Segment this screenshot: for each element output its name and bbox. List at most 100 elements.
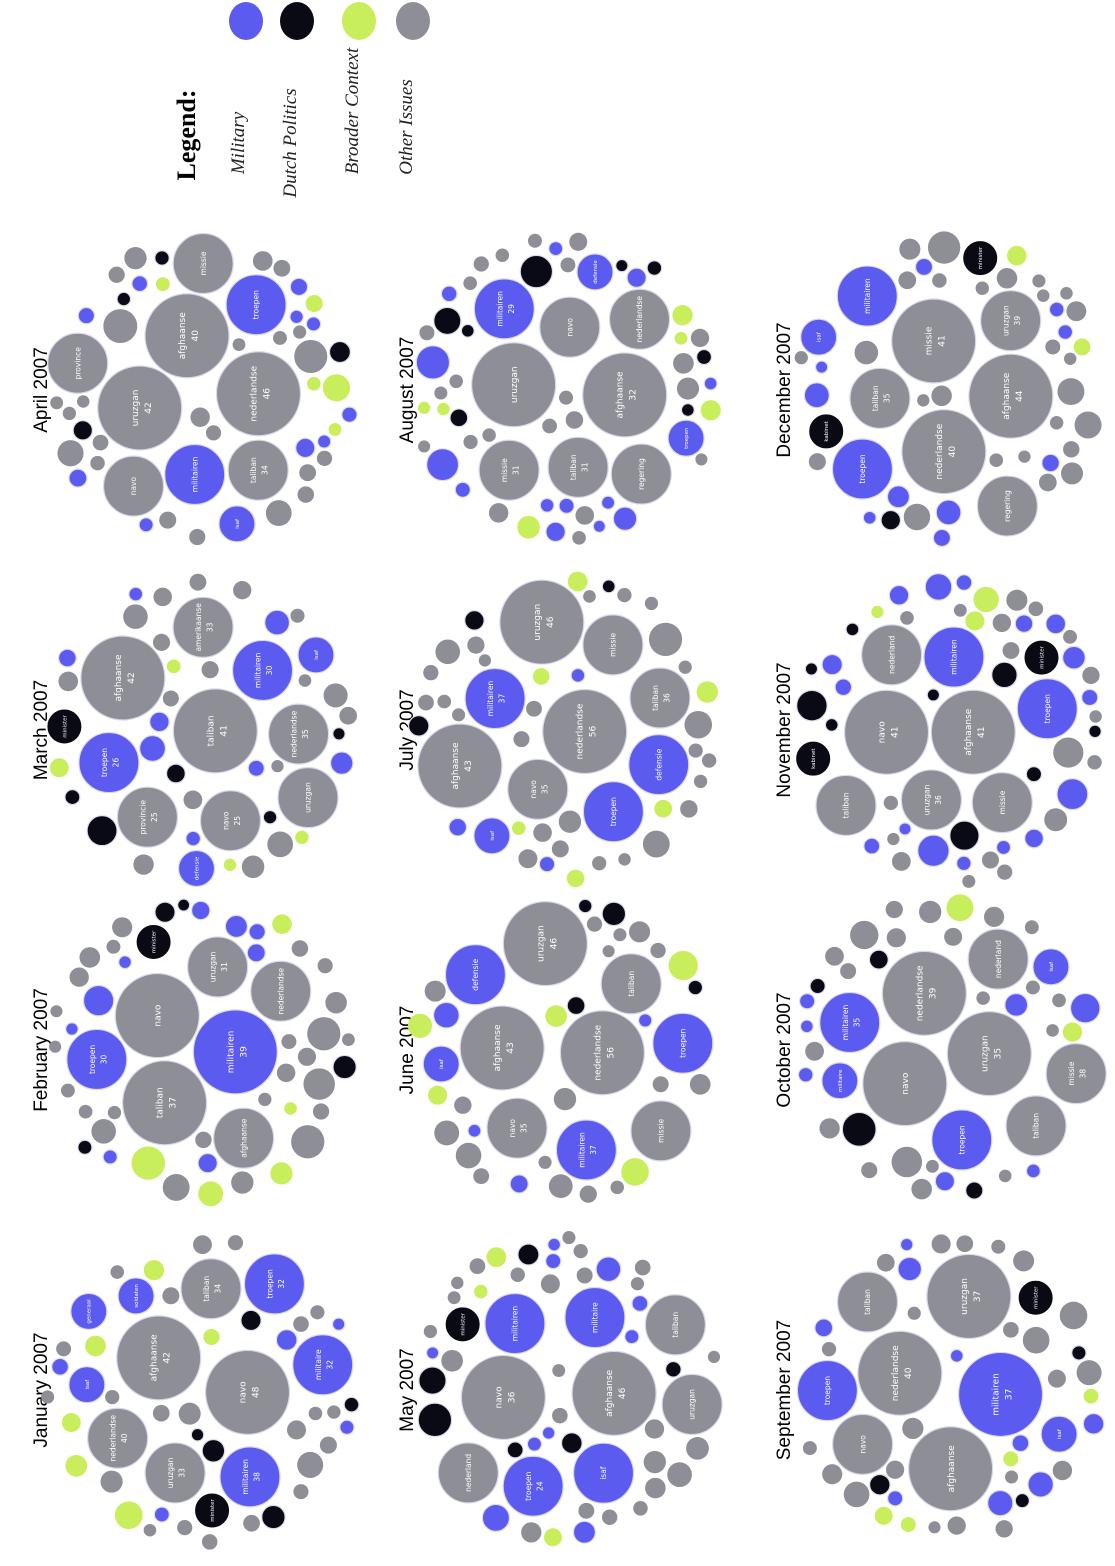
bubble-military — [949, 1348, 964, 1363]
bubble-term-label: isaf — [599, 1466, 608, 1480]
bubble-context — [1007, 245, 1027, 266]
bubble-other — [891, 1146, 923, 1178]
bubble-other — [578, 1502, 595, 1519]
bubble-other — [634, 1259, 651, 1276]
bubble-count-label: 56 — [606, 1047, 616, 1059]
bubble-other — [886, 928, 906, 948]
bubble-other — [542, 418, 557, 434]
bubble-military — [218, 505, 256, 543]
bubble-context — [407, 1013, 433, 1038]
bubble-other — [840, 963, 857, 980]
bubble-other — [673, 353, 694, 374]
bubble-count-label: 34 — [261, 465, 270, 475]
bubble-other — [565, 411, 584, 429]
bubble-politics — [190, 1427, 205, 1442]
bubble-military — [289, 309, 304, 325]
bubble-other — [981, 851, 1000, 869]
bubble-other — [241, 855, 265, 879]
bubble-other — [962, 874, 976, 888]
bubble-context — [474, 1284, 488, 1299]
bubble-military — [484, 1292, 546, 1355]
bubble-military — [339, 1419, 355, 1436]
bubble-other — [992, 613, 1012, 633]
bubble-other — [204, 1349, 291, 1435]
legend-swatch-dutch-politics — [280, 2, 314, 40]
bubble-context — [295, 830, 309, 845]
bubble-politics — [560, 1432, 583, 1455]
bubble-other — [527, 233, 542, 248]
bubble-other — [1064, 352, 1077, 366]
bubble-military — [572, 1520, 596, 1544]
bubble-politics — [261, 1504, 286, 1530]
bubble-term-label: taliban — [842, 792, 851, 818]
bubble-count-label: 31 — [220, 962, 229, 972]
bubble-term-label: militairen — [950, 639, 959, 675]
bubble-other — [153, 587, 172, 607]
bubble-context — [223, 858, 237, 872]
bubble-other — [277, 767, 339, 829]
bubble-other — [41, 1390, 55, 1404]
bubble-other — [57, 440, 84, 467]
bubble-other — [1032, 274, 1046, 288]
bubble-other — [1052, 1460, 1073, 1481]
bubble-military — [1025, 1163, 1041, 1179]
bubble-politics — [443, 1305, 482, 1344]
bubble-context — [305, 294, 323, 313]
bubble-other — [648, 622, 683, 656]
bubble-other — [918, 900, 942, 924]
bubble-other — [424, 980, 446, 1002]
bubble-other — [997, 864, 1013, 880]
bubble-military — [68, 1366, 106, 1404]
bubble-context — [437, 402, 450, 416]
bubble-count-label: 31 — [512, 465, 521, 475]
bubble-other — [50, 1005, 63, 1018]
bubble-term-label: taliban — [1032, 1113, 1041, 1139]
bubble-other — [467, 636, 485, 654]
bubble-other — [1025, 980, 1040, 995]
bubble-politics — [134, 923, 173, 962]
bubble-context — [1083, 1388, 1099, 1404]
bubble-other — [980, 290, 1042, 352]
bubble-count-label: 37 — [589, 1145, 598, 1155]
bubble-cluster-panel: militairen 39 navo taliban 37 troepen 30 uruzga… — [49, 898, 357, 1207]
bubble-context — [700, 400, 721, 421]
bubble-military — [177, 849, 216, 888]
bubble-context — [85, 1335, 106, 1357]
bubble-other — [502, 901, 588, 987]
bubble-other — [1028, 601, 1044, 617]
bubble-term-label: navo — [494, 1386, 504, 1409]
bubble-other — [996, 268, 1018, 289]
bubble-other — [701, 753, 717, 768]
bubble-other — [276, 1063, 296, 1083]
bubble-military — [51, 1357, 70, 1376]
bubble-term-label: taliban — [627, 971, 636, 997]
bubble-context — [417, 401, 431, 414]
bubble-other — [1082, 666, 1100, 685]
bubble-other — [510, 1267, 525, 1282]
bubble-other — [250, 960, 312, 1022]
bubble-other — [58, 671, 79, 692]
bubble-other — [569, 232, 588, 251]
bubble-other — [802, 1441, 817, 1456]
bubble-term-label: defensie — [471, 958, 480, 990]
bubble-other — [78, 1104, 93, 1119]
bubble-cluster-panel: nederlandse 56 afghaanse 43 uruzgan 46 navo 35 t… — [407, 898, 714, 1203]
bubble-count-label: 41 — [938, 335, 948, 346]
bubble-politics — [464, 610, 485, 631]
bubble-other — [901, 409, 987, 495]
bubble-other — [849, 367, 911, 429]
bubble-politics — [332, 1054, 357, 1080]
bubble-count-label: 33 — [178, 1468, 187, 1478]
bubble-other — [976, 991, 990, 1005]
bubble-other — [1045, 1043, 1107, 1105]
bubble-count-label: 35 — [301, 729, 310, 739]
bubble-term-label: minister — [461, 1312, 467, 1335]
bubble-other — [469, 1258, 486, 1275]
bubble-count-label: 25 — [233, 816, 242, 826]
bubble-other — [49, 1040, 62, 1053]
bubble-term-label: nederlandse — [635, 296, 644, 343]
bubble-term-label: navo — [508, 1119, 517, 1138]
bubble-other — [794, 351, 808, 365]
bubble-other — [688, 743, 703, 758]
bubble-other — [539, 296, 601, 358]
